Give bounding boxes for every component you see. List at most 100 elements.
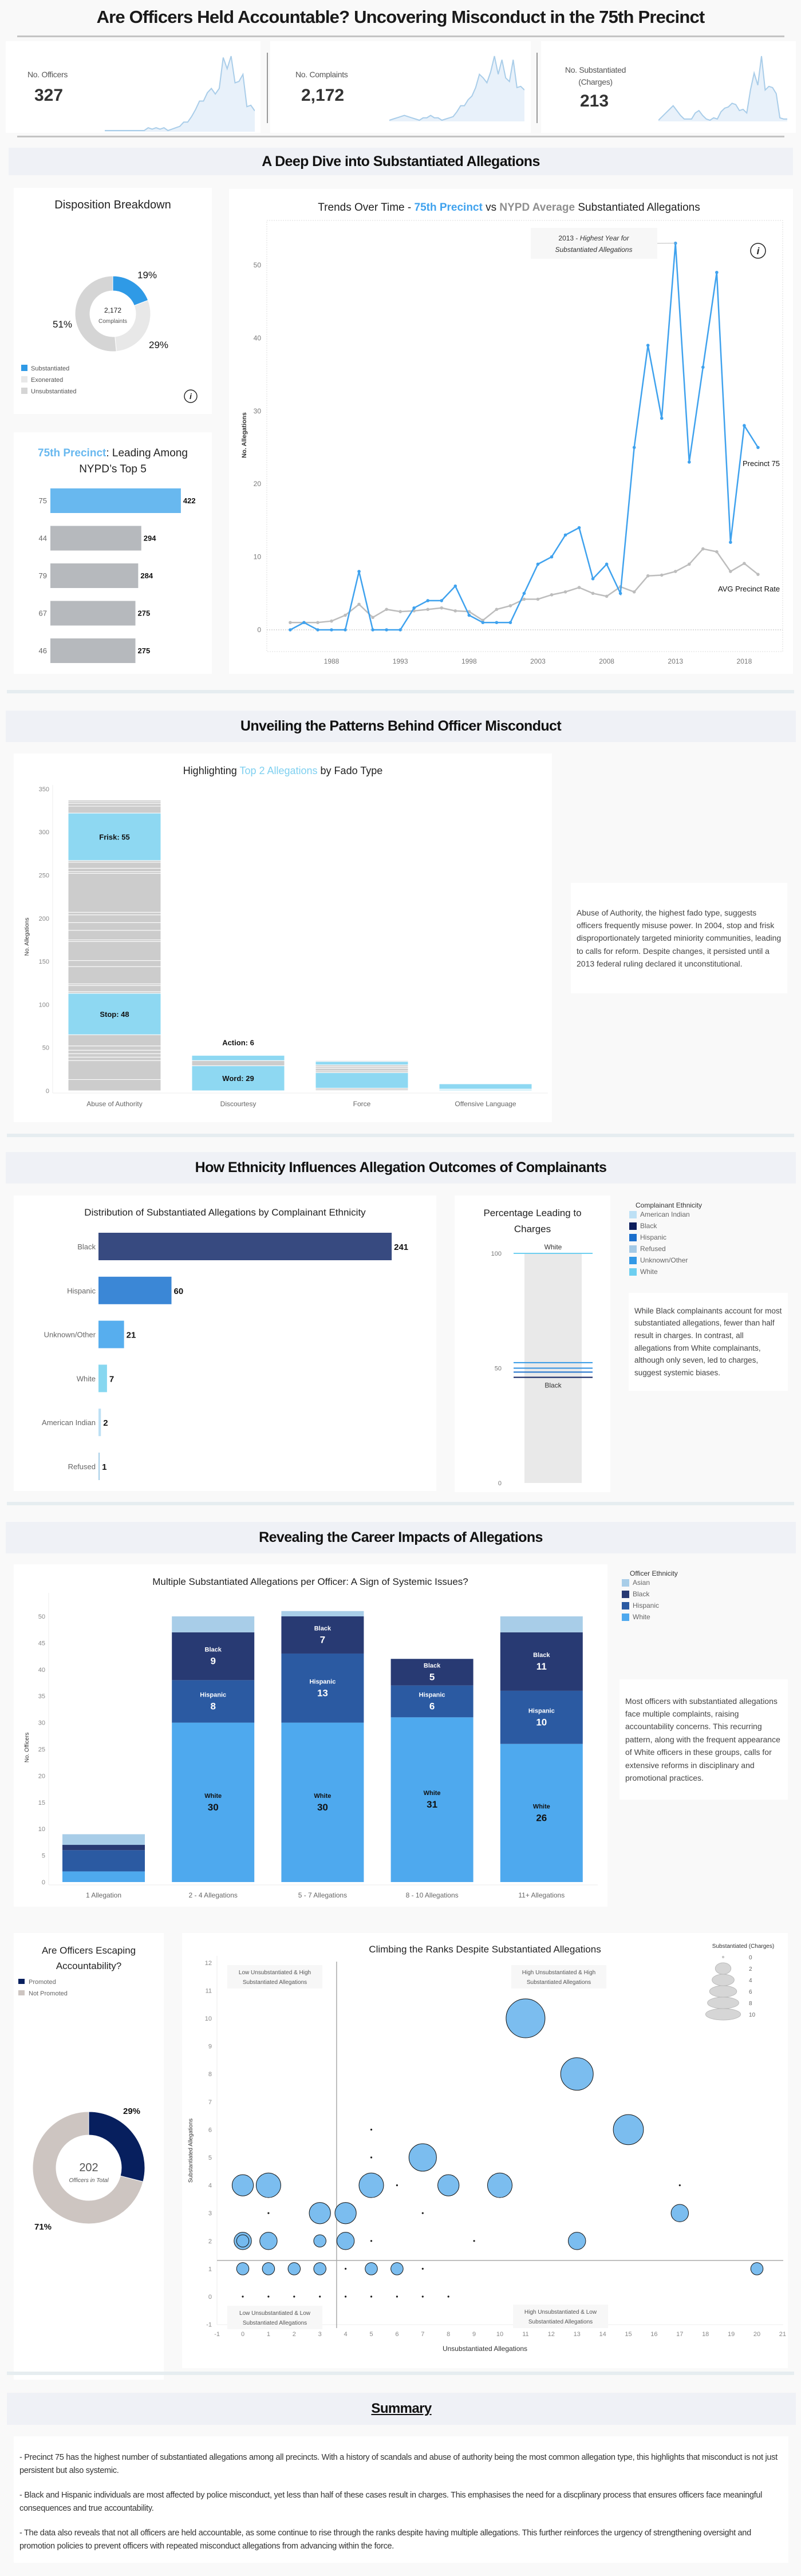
data-point <box>495 607 499 612</box>
size-legend-mark <box>707 1997 739 2009</box>
bubble <box>242 2295 244 2298</box>
size-legend-label: 4 <box>749 1978 752 1984</box>
info-icon-glyph: i <box>757 246 760 257</box>
bubble <box>396 2295 398 2298</box>
data-point <box>632 445 636 449</box>
sparkline-line <box>105 56 255 132</box>
bubble <box>487 2172 513 2198</box>
section-header: How Ethnicity Influences Allegation Outc… <box>6 1152 796 1184</box>
bar-segment-black <box>281 1616 364 1654</box>
quadrant-label: Substantiated Allegations <box>528 2319 593 2325</box>
info-icon-circle <box>750 243 766 259</box>
y-tick-label: 20 <box>254 480 262 488</box>
info-icon-circle <box>184 389 198 403</box>
data-point <box>660 573 664 577</box>
bar-category-label: Hispanic <box>67 1287 96 1295</box>
data-point <box>289 628 292 632</box>
x-tick-label: 3 <box>318 2331 322 2338</box>
kpi-value: 213 <box>580 92 609 111</box>
bar-category-label: 46 <box>39 646 47 655</box>
x-category-label: Force <box>353 1100 371 1108</box>
plot-frame <box>266 220 783 652</box>
data-point <box>673 570 677 573</box>
summary-title: Summary <box>371 2401 432 2416</box>
x-tick-label: 2003 <box>530 657 546 665</box>
legend-item: White <box>629 1268 658 1276</box>
bar-segment-hispanic <box>281 1653 364 1723</box>
legend-label: Exonerated <box>31 377 63 384</box>
bar-segment-black <box>172 1632 255 1680</box>
data-point <box>632 590 636 594</box>
disposition-donut-chart: Disposition Breakdown 2,172 Complaints 19% 2… <box>21 199 198 403</box>
data-point <box>550 555 554 559</box>
legend-label: Substantiated <box>31 365 69 372</box>
summary-point: - Black and Hispanic individuals are mos… <box>19 2491 763 2513</box>
bar-segment-hispanic <box>390 1685 474 1718</box>
legend-swatch <box>21 365 27 371</box>
legend-label: Black <box>633 1590 650 1598</box>
summary-point: - The data also reveals that not all off… <box>19 2528 751 2551</box>
center-label: Complaints <box>98 318 127 325</box>
data-point <box>412 606 416 610</box>
bar <box>98 1320 124 1348</box>
section-separator <box>7 1502 794 1505</box>
bar <box>50 563 139 588</box>
fado-card: Highlighting Top 2 Allegations by Fado T… <box>14 754 552 1122</box>
bar-segment <box>68 873 161 913</box>
legend-swatch <box>18 1990 25 1995</box>
bubble <box>365 2262 378 2275</box>
bar-segment-hispanic <box>500 1690 583 1744</box>
bubble <box>267 2295 270 2298</box>
bubble <box>334 2202 357 2224</box>
bar-segment <box>315 1061 409 1066</box>
data-point <box>743 562 746 565</box>
legend-label: American Indian <box>640 1210 690 1218</box>
legend-item: Unknown/Other <box>629 1256 688 1264</box>
chart-title: Highlighting Top 2 Allegations by Fado T… <box>183 765 383 776</box>
mark-label: Black <box>544 1382 562 1390</box>
chart-title: 75th Precinct: Leading Among <box>38 447 188 459</box>
series-label: Precinct 75 <box>743 459 780 468</box>
divider <box>267 53 268 123</box>
size-legend-mark <box>709 1985 737 1998</box>
section-header: A Deep Dive into Substantiated Allegatio… <box>9 148 793 175</box>
bar-segment <box>191 1060 285 1066</box>
title-part: vs <box>483 202 500 214</box>
divider <box>17 35 784 37</box>
charges-card: Percentage Leading to ChargesPercentage … <box>455 1196 610 1492</box>
legend-item: Hispanic <box>629 1233 666 1241</box>
x-tick-label: 19 <box>728 2331 735 2338</box>
y-axis-title: No. Officers <box>24 1733 30 1763</box>
promotion-donut-chart: Are Officers Escaping Accountability? Prom… <box>18 1945 145 2232</box>
mark-label: White <box>544 1243 562 1251</box>
x-tick-label: 16 <box>650 2331 657 2338</box>
y-tick-label: 35 <box>38 1693 45 1700</box>
bubble <box>421 2267 424 2270</box>
bar-segment <box>68 1050 161 1054</box>
kpi-label-line: No. Substantiated <box>565 65 626 74</box>
legend-swatch <box>18 1979 25 1984</box>
segment-name-label: Hispanic <box>200 1691 226 1698</box>
bubble <box>437 2174 460 2196</box>
sparkline <box>658 56 787 121</box>
legend-swatch <box>622 1613 629 1621</box>
bar-value-label: 422 <box>183 496 196 505</box>
quadrant-label: Low Unsubstantiated & High <box>239 1970 311 1976</box>
data-point <box>316 621 319 625</box>
data-point <box>687 460 691 464</box>
legend-label: Hispanic <box>640 1233 667 1241</box>
size-legend-title: Substantiated (Charges) <box>712 1943 774 1950</box>
segment-name-label: Hispanic <box>528 1707 555 1714</box>
info-icon[interactable]: i <box>184 389 198 403</box>
info-icon[interactable]: i <box>750 243 766 259</box>
sparkline-area <box>105 56 255 132</box>
data-point <box>371 616 374 620</box>
segment-name-label: White <box>424 1790 441 1797</box>
bar-segment-black <box>500 1632 583 1691</box>
legend-item: Black <box>622 1590 649 1598</box>
bar <box>98 1364 107 1392</box>
bubble <box>447 2295 449 2298</box>
bar-segment-white <box>172 1722 255 1882</box>
segment-value-label: 11 <box>536 1661 547 1672</box>
quadrant-label: Low Unsubstantiated & Low <box>239 2310 311 2317</box>
